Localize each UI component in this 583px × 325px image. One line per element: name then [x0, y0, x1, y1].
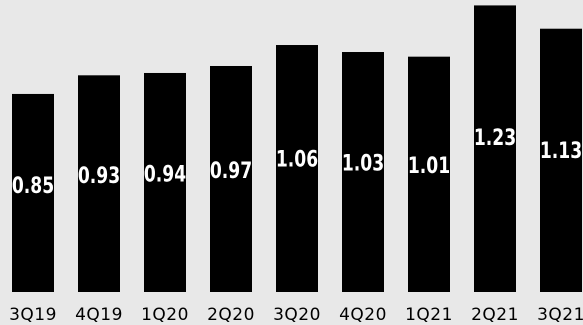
bar-value-label: 0.93: [78, 163, 120, 189]
bar-1q20: [144, 72, 186, 292]
bar-value-label: 0.97: [210, 158, 252, 184]
category-label: 1Q20: [141, 305, 189, 325]
bar-1q21: [408, 56, 450, 292]
bar-value-label: 0.94: [144, 162, 186, 188]
category-labels: 3Q19 4Q19 1Q20 2Q20 3Q20 4Q20 1Q21 2Q21 3Q21: [9, 305, 583, 325]
bar-value-labels: 0.85 0.93 0.94 0.97 1.06 1.03 1.01 1.23 1.13: [12, 125, 582, 198]
bar-value-label: 1.23: [474, 125, 516, 151]
category-label: 2Q21: [471, 305, 519, 325]
bar-value-label: 1.13: [540, 138, 582, 164]
bar-value-label: 0.85: [12, 173, 54, 199]
bar-3q21: [540, 28, 582, 293]
category-label: 3Q19: [9, 305, 57, 325]
bar-value-label: 1.01: [408, 153, 450, 179]
bar-3q20: [276, 45, 318, 292]
bar-2q21: [474, 5, 516, 292]
category-label: 3Q21: [537, 305, 583, 325]
bar-value-label: 1.06: [276, 147, 318, 173]
bar-4q20: [342, 52, 384, 293]
category-label: 3Q20: [273, 305, 321, 325]
bar-3q19: [12, 93, 54, 292]
bar-4q19: [78, 75, 120, 292]
category-label: 4Q19: [75, 305, 123, 325]
bar-value-label: 1.03: [342, 150, 384, 176]
category-label: 1Q21: [405, 305, 453, 325]
category-label: 2Q20: [207, 305, 255, 325]
bar-2q20: [210, 65, 252, 293]
category-label: 4Q20: [339, 305, 387, 325]
bars-group: [12, 5, 582, 293]
